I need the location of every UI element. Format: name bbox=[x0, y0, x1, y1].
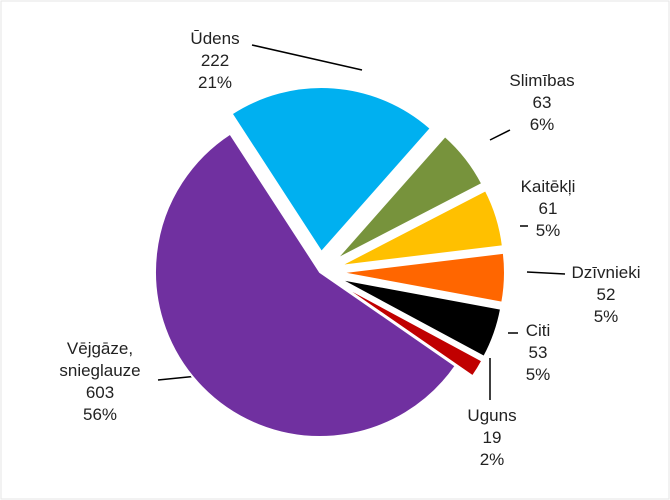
percent-label: 6% bbox=[529, 115, 555, 134]
pie-slice bbox=[154, 132, 458, 438]
percent-label: 5% bbox=[525, 365, 551, 384]
data-label: Citi 53 5% bbox=[478, 320, 598, 386]
data-label: Slimības 63 6% bbox=[482, 70, 602, 136]
pie-slice bbox=[338, 277, 503, 359]
category-label: Slimības bbox=[509, 71, 575, 90]
pie-slice bbox=[230, 86, 433, 254]
value-label: 52 bbox=[596, 285, 616, 304]
percent-label: 21% bbox=[197, 73, 233, 92]
category-label: Dzīvnieki bbox=[571, 263, 641, 282]
value-label: 61 bbox=[538, 199, 558, 218]
pie-slice bbox=[336, 281, 484, 378]
leader-line bbox=[526, 271, 566, 275]
pie-slice bbox=[335, 134, 484, 261]
pie-slice bbox=[338, 188, 505, 268]
category-label: Ūdens bbox=[190, 29, 240, 48]
leader-line bbox=[489, 129, 511, 141]
data-label: Vējgāze, snieglauze 603 56% bbox=[40, 338, 160, 426]
category-label: Kaitēkļi bbox=[520, 177, 576, 196]
data-label: Kaitēkļi 61 5% bbox=[488, 176, 608, 242]
percent-label: 5% bbox=[593, 307, 619, 326]
percent-label: 56% bbox=[82, 405, 118, 424]
value-label: 222 bbox=[200, 51, 230, 70]
leader-lines bbox=[157, 44, 566, 400]
data-label: Dzīvnieki 52 5% bbox=[546, 262, 666, 328]
value-label: 19 bbox=[482, 428, 502, 447]
value-label: 603 bbox=[85, 383, 115, 402]
value-label: 53 bbox=[528, 343, 548, 362]
percent-label: 2% bbox=[479, 450, 505, 469]
value-label: 63 bbox=[532, 93, 552, 112]
leader-line bbox=[251, 44, 363, 71]
category-label: Citi bbox=[525, 321, 551, 340]
category-label: Vējgāze, snieglauze bbox=[59, 339, 141, 380]
percent-label: 5% bbox=[535, 221, 561, 240]
pie-slice bbox=[339, 251, 506, 304]
data-label: Uguns 19 2% bbox=[432, 405, 552, 471]
data-label: Ūdens 222 21% bbox=[155, 28, 275, 94]
category-label: Uguns bbox=[467, 406, 517, 425]
